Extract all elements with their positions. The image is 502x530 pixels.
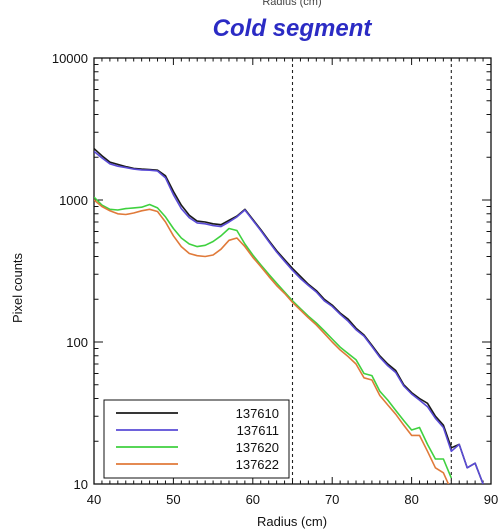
x-tick-label: 90 [484,492,498,507]
series-line-137611 [94,150,484,484]
y-tick-labels: 10 100 1000 10000 [52,51,88,492]
legend-label-137622: 137622 [236,457,279,472]
x-tick-labels: 40 50 60 70 80 90 [87,492,498,507]
legend: 137610 137611 137620 137622 [103,399,290,479]
x-tick-label: 50 [166,492,180,507]
x-tick-label: 60 [246,492,260,507]
cut-off-label: Radius (cm) [262,0,321,8]
y-tick-label: 10 [74,477,88,492]
x-axis-label: Radius (cm) [257,514,327,529]
series-line-137620 [94,196,453,479]
reference-lines-group [291,58,452,484]
legend-label-137620: 137620 [236,440,279,455]
chart-title: Cold segment [213,15,373,42]
series-group [94,148,484,484]
x-tick-label: 70 [325,492,339,507]
y-tick-label: 100 [66,335,88,350]
legend-label-137610: 137610 [236,406,279,421]
x-tick-label: 40 [87,492,101,507]
x-tick-label: 80 [404,492,418,507]
y-tick-label: 10000 [52,51,88,66]
y-axis-label: Pixel counts [10,252,25,323]
y-tick-label: 1000 [59,193,88,208]
series-line-137622 [94,199,450,484]
legend-label-137611: 137611 [237,423,279,438]
